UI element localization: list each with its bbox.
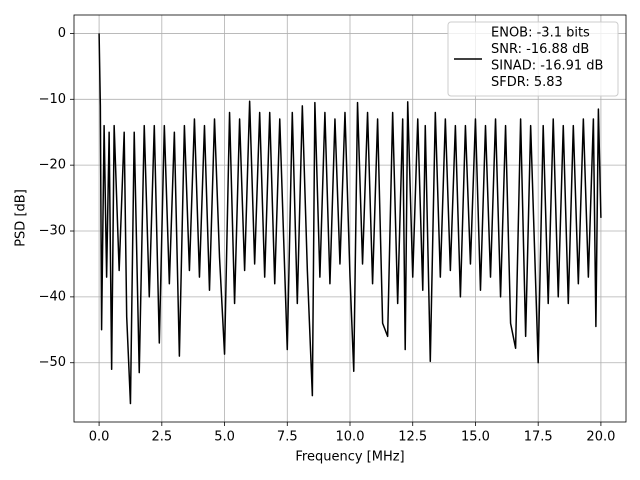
- y-tick-label: −10: [39, 92, 66, 107]
- legend-label: SINAD: -16.91 dB: [491, 59, 603, 74]
- y-tick-label: −40: [39, 289, 66, 304]
- x-tick-label: 12.5: [398, 430, 427, 445]
- data-line: [98, 33, 602, 405]
- x-axis-label: Frequency [MHz]: [295, 450, 404, 465]
- x-tick-label: 0.0: [89, 430, 110, 445]
- y-tick-label: −50: [39, 355, 66, 370]
- legend-box: [447, 21, 619, 97]
- x-tick-label: 20.0: [586, 430, 615, 445]
- y-tick-label: −20: [39, 158, 66, 173]
- legend-label: ENOB: -3.1 bits: [491, 26, 590, 41]
- x-tick-label: 2.5: [151, 430, 172, 445]
- y-tick-label: −30: [39, 224, 66, 239]
- x-tick-label: 7.5: [277, 430, 298, 445]
- x-tick-label: 17.5: [524, 430, 553, 445]
- x-tick-label: 5.0: [214, 430, 235, 445]
- y-tick-label: 0: [58, 26, 66, 41]
- x-tick-label: 10.0: [336, 430, 365, 445]
- legend-label: SFDR: 5.83: [491, 75, 563, 90]
- x-tick-label: 15.0: [461, 430, 490, 445]
- plot-frame: [73, 14, 627, 423]
- y-axis-label: PSD [dB]: [14, 189, 29, 247]
- legend-label: SNR: -16.88 dB: [491, 42, 589, 57]
